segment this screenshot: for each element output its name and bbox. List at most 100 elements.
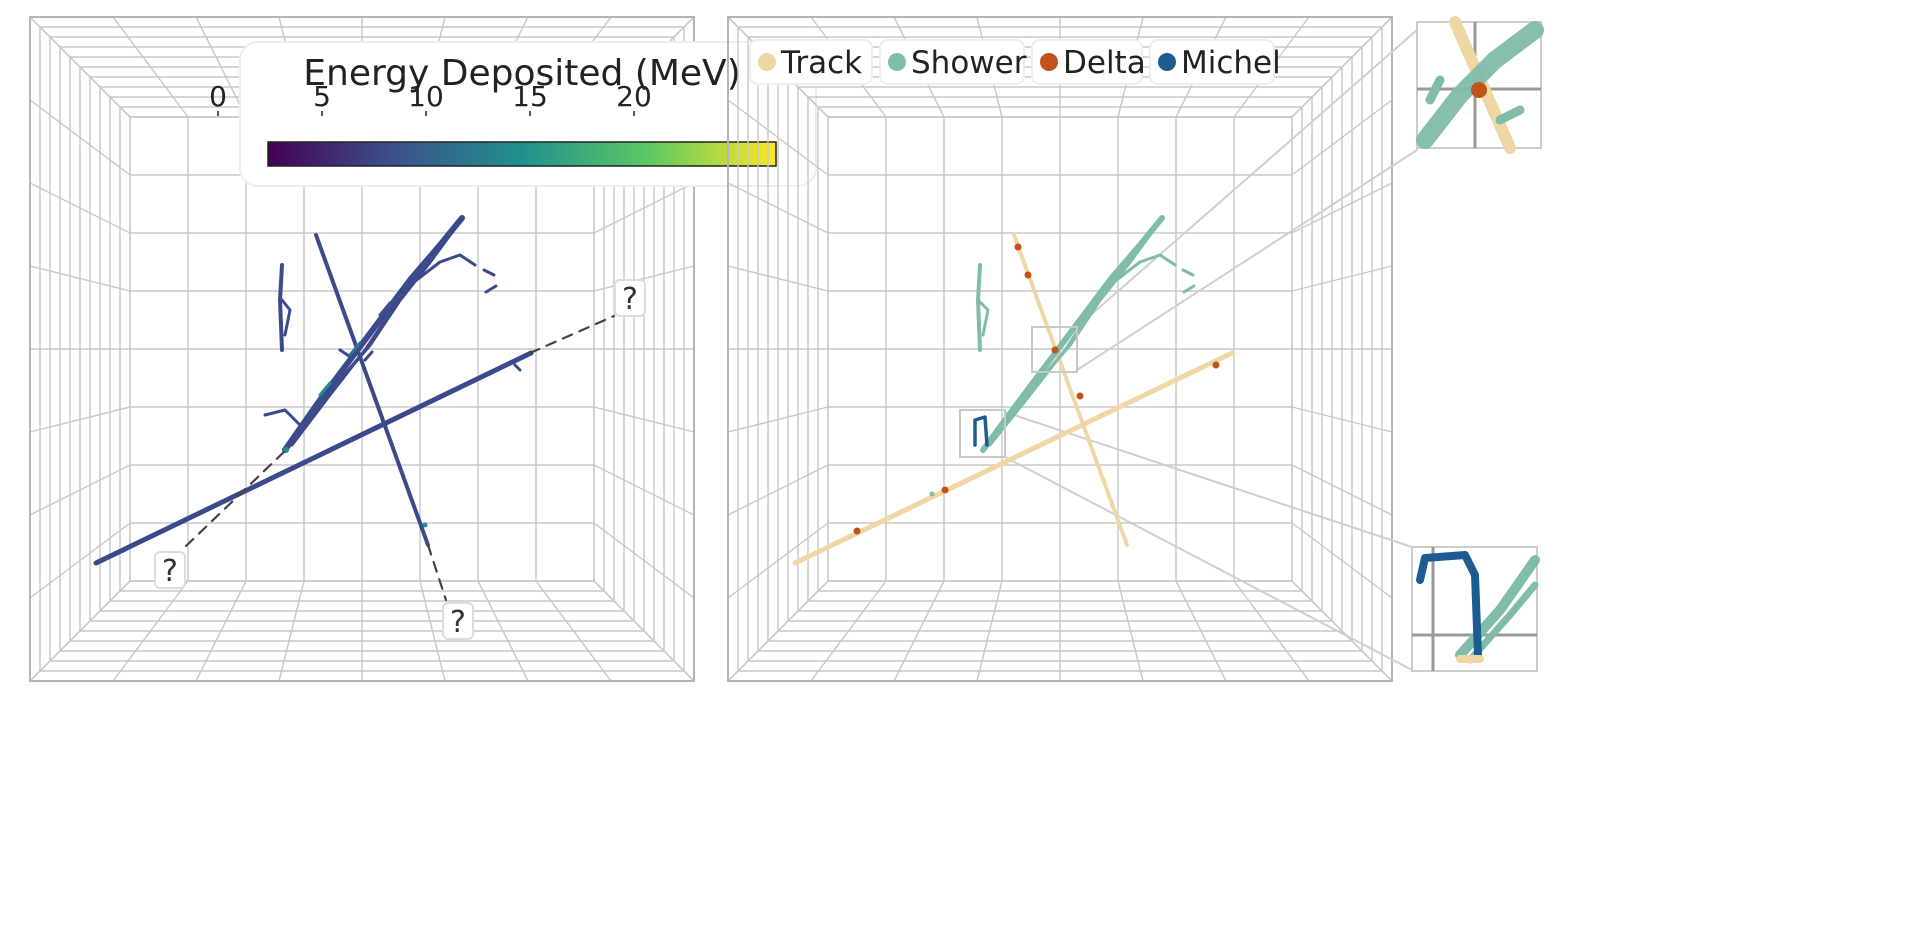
shower-stub-2 — [408, 253, 477, 287]
grid-line — [29, 265, 131, 292]
unknown-marker-box — [442, 602, 474, 640]
small-stubs — [1181, 268, 1196, 294]
isolated-fragment — [278, 263, 284, 352]
unknown-marker-box — [154, 551, 186, 589]
legend-swatch — [758, 53, 776, 71]
isolated-fragment — [976, 263, 982, 352]
grid-line — [195, 580, 247, 682]
grid-line — [1233, 580, 1310, 682]
grid-line — [1175, 580, 1227, 682]
legend-item-label: Delta — [1063, 45, 1146, 81]
shower-branch-b — [988, 233, 1150, 447]
unknown-leader — [184, 448, 288, 548]
grid-line — [195, 16, 247, 118]
unknown-leader — [426, 543, 448, 602]
unknown-marker-label: ? — [622, 282, 638, 317]
delta-ray — [853, 527, 861, 535]
legend-item-background — [749, 39, 873, 85]
grid-line — [593, 265, 695, 292]
left-energy-tracks — [93, 215, 534, 566]
inset-michel — [1411, 546, 1540, 672]
right-semantic-tracks — [792, 215, 1235, 566]
grid-line — [1117, 580, 1144, 682]
leader-line — [1076, 149, 1418, 371]
grid-line — [727, 406, 829, 433]
isolated-fragment-b — [976, 298, 990, 337]
grid-line — [1291, 182, 1393, 234]
grid-line — [29, 522, 131, 599]
shower-stub — [1108, 253, 1177, 287]
grid-line — [727, 99, 829, 176]
unknown-markers: ??? — [154, 279, 646, 640]
muon-track — [792, 350, 1235, 566]
shower-highlight — [318, 381, 332, 397]
grid-line — [593, 522, 695, 599]
inset-delta-dot — [1471, 82, 1487, 98]
grid-line — [29, 99, 131, 176]
grid-line — [1291, 99, 1393, 176]
grid-line — [29, 580, 131, 682]
grid-line — [477, 580, 529, 682]
grid-line — [727, 265, 829, 292]
leader-line — [1004, 456, 1413, 671]
grid-line — [593, 182, 695, 234]
shower-highlight — [348, 341, 362, 357]
grid-line — [893, 580, 945, 682]
delta-stubs — [338, 348, 522, 372]
colorbar-title: Energy Deposited (MeV) — [303, 53, 740, 94]
grid-line — [593, 464, 695, 516]
delta-ray — [1014, 243, 1022, 251]
isolated-fragment-b — [280, 298, 292, 337]
delta-ray — [1051, 346, 1059, 354]
long-muon-track — [93, 350, 534, 566]
crossing-track — [1012, 233, 1129, 547]
colorbar-tick-label: 5 — [313, 80, 331, 113]
grid-frame — [29, 16, 695, 682]
legend-item-background — [879, 39, 1025, 85]
colorbar-ticks: 0 5 10 15 20 — [209, 80, 652, 116]
grid-line — [278, 580, 305, 682]
grid-frame — [727, 16, 1393, 682]
small-stubs — [482, 268, 498, 294]
inset-delta — [1416, 16, 1544, 154]
inset-shower-b — [1466, 581, 1539, 664]
delta-ray — [941, 486, 949, 494]
grid-line — [727, 182, 829, 234]
shower-stub-1 — [263, 408, 302, 427]
colorbar-tick-label: 20 — [616, 80, 652, 113]
unknown-leader — [528, 314, 616, 355]
legend-swatch — [888, 53, 906, 71]
grid-line — [727, 522, 829, 599]
inset-shower — [1455, 555, 1540, 660]
unknown-marker-label: ? — [162, 554, 178, 589]
legend-item-background — [1149, 39, 1275, 85]
shower-highlight — [378, 301, 392, 317]
grid-line — [593, 580, 695, 682]
shower-branch-b — [290, 233, 450, 447]
right-panel-semantic-view: Track Shower Delta Michel — [727, 16, 1544, 682]
colorbar-tick-label: 15 — [512, 80, 548, 113]
grid-line — [29, 182, 131, 234]
grid-line — [810, 580, 887, 682]
delta-ray — [1212, 361, 1220, 369]
colorbar-tick-label: 0 — [209, 80, 227, 113]
shower-fragment — [929, 491, 935, 497]
legend-swatch — [1040, 53, 1058, 71]
zoom-insets — [1411, 16, 1544, 672]
grid-line — [29, 464, 131, 516]
inset-shower-fragment — [1425, 75, 1525, 125]
leader-line — [1076, 29, 1418, 328]
delta-ray — [1024, 271, 1032, 279]
grid-line — [727, 580, 829, 682]
energy-colorbar: Energy Deposited (MeV) 0 5 10 15 20 — [209, 41, 817, 187]
grid-line — [419, 580, 446, 682]
grid-line — [29, 16, 131, 118]
legend-item-label: Shower — [911, 45, 1027, 81]
grid-line — [112, 16, 189, 118]
inset-shower — [1416, 21, 1544, 149]
zoom-box-michel — [959, 409, 1006, 458]
left-panel-energy-view: ??? Energy Deposited (MeV) 0 5 10 15 20 — [29, 16, 817, 682]
legend-item-label: Track — [780, 45, 862, 81]
grid-line — [1291, 265, 1393, 292]
